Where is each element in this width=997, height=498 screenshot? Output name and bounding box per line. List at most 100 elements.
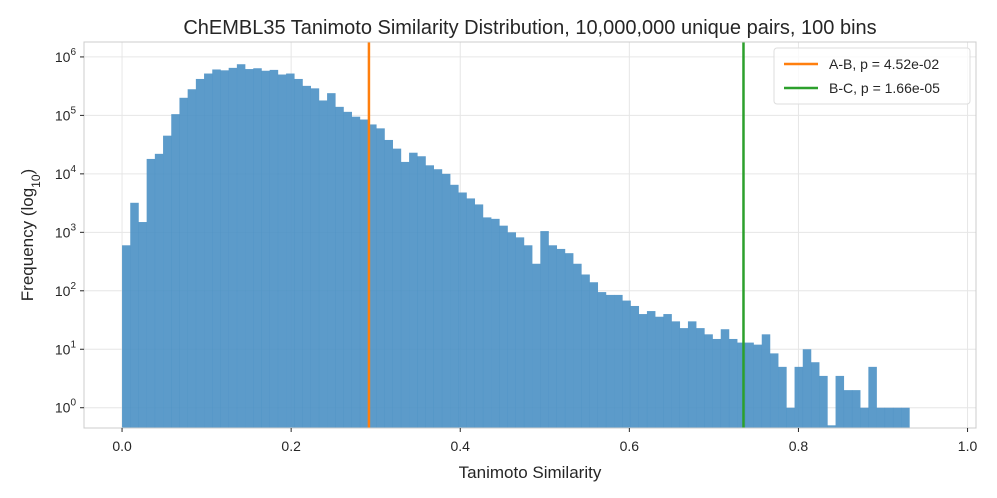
histogram-bar bbox=[130, 202, 139, 428]
histogram-bar bbox=[409, 152, 418, 429]
histogram-bar bbox=[663, 314, 672, 428]
histogram-bar bbox=[786, 407, 795, 428]
histogram-bar bbox=[179, 97, 188, 428]
legend-entry: A-B, p = 4.52e-02 bbox=[829, 56, 939, 72]
histogram-bar bbox=[245, 69, 254, 429]
histogram-bar bbox=[630, 305, 640, 428]
histogram-bar bbox=[573, 263, 582, 428]
histogram-bar bbox=[810, 362, 820, 428]
histogram-bar bbox=[778, 366, 787, 428]
histogram-bar bbox=[491, 218, 500, 428]
histogram-bar bbox=[212, 69, 221, 428]
histogram-bar bbox=[671, 321, 681, 428]
histogram-bar bbox=[269, 69, 279, 428]
plot-frame bbox=[83, 41, 977, 429]
y-tick-label: 104 bbox=[55, 164, 77, 182]
histogram-bar bbox=[368, 124, 377, 428]
x-tick-label: 1.0 bbox=[958, 438, 978, 454]
y-tick-label: 102 bbox=[55, 281, 77, 299]
histogram-bar bbox=[122, 245, 131, 428]
histogram-bar bbox=[638, 314, 648, 428]
histogram-bar bbox=[343, 111, 352, 429]
histogram-bar bbox=[359, 119, 369, 428]
histogram-bar bbox=[884, 407, 894, 428]
chart-title: ChEMBL35 Tanimoto Similarity Distributio… bbox=[183, 17, 876, 39]
histogram-bar bbox=[261, 70, 270, 429]
histogram-bar bbox=[548, 245, 558, 428]
histogram-bar bbox=[400, 161, 410, 428]
histogram-bar bbox=[769, 353, 779, 428]
histogram-bar bbox=[901, 407, 910, 428]
histogram-bar bbox=[851, 390, 861, 428]
histogram-bar bbox=[466, 198, 476, 428]
x-axis-label: Tanimoto Similarity bbox=[459, 463, 602, 482]
histogram-bar bbox=[482, 217, 492, 428]
bars bbox=[122, 64, 910, 429]
histogram-bar bbox=[220, 70, 229, 428]
histogram-bar bbox=[581, 274, 590, 428]
histogram-bar bbox=[499, 225, 508, 428]
histogram-bar bbox=[704, 334, 713, 428]
histogram-bar bbox=[474, 204, 484, 428]
histogram-bar bbox=[737, 342, 746, 428]
histogram-bar bbox=[605, 294, 615, 428]
histogram-bar bbox=[827, 425, 836, 428]
histogram-bar bbox=[286, 73, 295, 428]
histogram-bar bbox=[892, 407, 902, 428]
y-axis-ticks: 100 101 102 103 104 105 106 bbox=[55, 47, 84, 416]
histogram-bar bbox=[728, 338, 738, 428]
legend-entry: B-C, p = 1.66e-05 bbox=[829, 80, 940, 96]
histogram-bar bbox=[441, 173, 451, 428]
x-tick-label: 0.6 bbox=[620, 438, 640, 454]
histogram-bar bbox=[868, 366, 877, 428]
histogram-bar bbox=[597, 292, 607, 428]
histogram-bar bbox=[146, 158, 156, 428]
histogram-bar bbox=[646, 311, 656, 428]
histogram-bar bbox=[310, 88, 320, 428]
histogram-bar bbox=[556, 248, 566, 428]
histogram-bar bbox=[163, 135, 172, 429]
histogram-bar bbox=[417, 156, 426, 428]
histogram-bar bbox=[745, 342, 754, 428]
histogram-bar bbox=[376, 128, 385, 429]
histogram-bar bbox=[450, 184, 459, 428]
histogram-bar bbox=[655, 316, 664, 428]
histogram-bar bbox=[589, 282, 599, 428]
histogram-bar bbox=[835, 375, 845, 428]
histogram-bar bbox=[277, 74, 287, 428]
histogram-bar bbox=[720, 329, 730, 428]
histogram-bar bbox=[876, 407, 886, 428]
histogram-bar bbox=[622, 300, 631, 428]
histogram-bar bbox=[335, 106, 344, 429]
y-tick-label: 105 bbox=[55, 105, 77, 123]
x-axis-ticks: 0.0 0.2 0.4 0.6 0.8 1.0 bbox=[112, 428, 977, 454]
histogram-bar bbox=[433, 169, 443, 429]
y-tick-label: 103 bbox=[55, 222, 77, 240]
histogram-bar bbox=[819, 375, 828, 428]
histogram-bar bbox=[425, 165, 434, 428]
histogram-bar bbox=[195, 78, 205, 429]
histogram-bar bbox=[253, 68, 262, 429]
histogram-bar bbox=[515, 237, 525, 428]
histogram-bar bbox=[523, 245, 533, 428]
histogram-bar bbox=[507, 232, 517, 428]
reference-lines bbox=[367, 42, 745, 428]
x-tick-label: 0.4 bbox=[451, 438, 471, 454]
histogram-bar bbox=[802, 349, 812, 428]
histogram-bar bbox=[679, 328, 689, 428]
legend-box bbox=[773, 47, 971, 105]
histogram-bar bbox=[236, 64, 246, 428]
histogram-bar bbox=[843, 390, 853, 428]
histogram-bar bbox=[687, 321, 697, 428]
histogram-bar bbox=[327, 93, 336, 428]
histogram-bar bbox=[696, 328, 705, 428]
histogram-bar bbox=[302, 85, 311, 428]
histogram-bar bbox=[318, 100, 328, 428]
histogram-bar bbox=[532, 263, 541, 428]
histogram-bar bbox=[540, 231, 549, 428]
histogram-bar bbox=[294, 78, 303, 429]
histogram-bar bbox=[712, 338, 722, 428]
histogram-bar bbox=[761, 334, 771, 428]
legend: A-B, p = 4.52e-02 B-C, p = 1.66e-05 bbox=[773, 47, 971, 105]
